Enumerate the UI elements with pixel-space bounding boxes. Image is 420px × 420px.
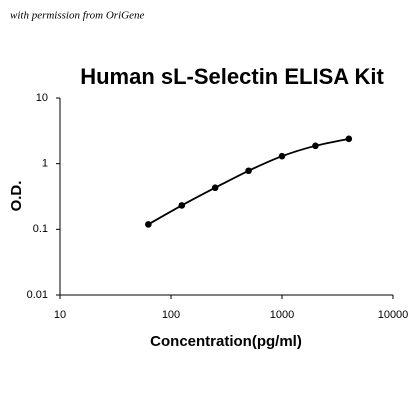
data-point — [145, 221, 152, 228]
x-axis-label: Concentration(pg/ml) — [150, 333, 302, 350]
x-tick-label: 1000 — [270, 309, 294, 321]
chart-title: Human sL-Selectin ELISA Kit — [80, 64, 384, 89]
curve — [147, 137, 350, 226]
y-tick-label: 0.01 — [27, 289, 48, 301]
y-tick-label: 10 — [36, 92, 48, 104]
y-tick-label: 0.1 — [33, 223, 48, 235]
data-point — [211, 184, 219, 192]
x-tick-label: 10000 — [378, 309, 409, 321]
credit-note: with permission from OriGene — [10, 10, 144, 22]
x-tick-label: 100 — [162, 309, 180, 321]
x-tick-label: 10 — [54, 309, 66, 321]
data-point — [312, 142, 319, 150]
y-axis-label: O.D. — [8, 181, 25, 212]
data-point — [278, 152, 286, 160]
y-tick-label: 1 — [42, 158, 48, 170]
data-point — [178, 202, 186, 209]
data-point — [245, 167, 252, 175]
data-point — [345, 135, 353, 143]
